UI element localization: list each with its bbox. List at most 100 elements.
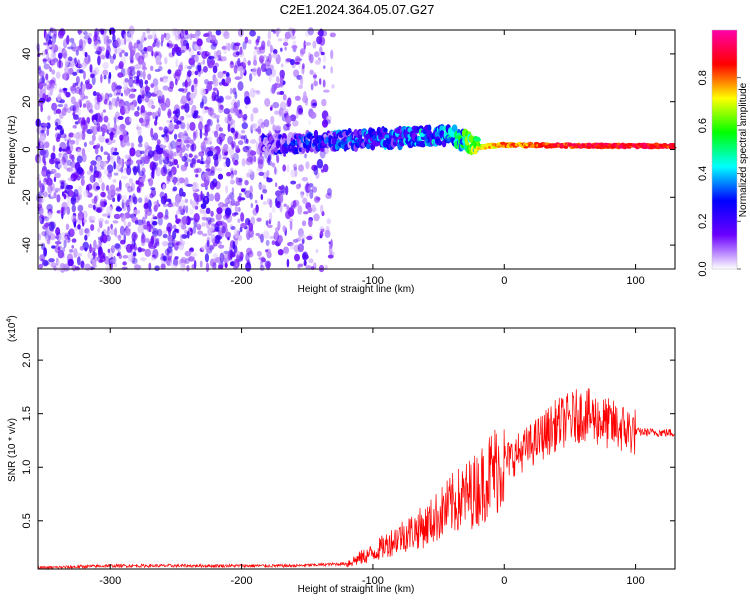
spectrogram-cell bbox=[242, 57, 247, 67]
spectrogram-cell bbox=[296, 104, 303, 115]
spectrogram-cell bbox=[285, 123, 292, 127]
spectrogram-cell bbox=[174, 228, 179, 233]
spectrogram-cell bbox=[252, 107, 259, 114]
snr-y-ticks: 0.5 1.0 1.5 2.0 bbox=[21, 352, 675, 528]
spectrogram-cell bbox=[123, 233, 127, 243]
spectrogram-cell bbox=[56, 60, 64, 69]
spectrogram-cell bbox=[303, 259, 307, 267]
spectrogram-cell bbox=[70, 161, 76, 169]
spectrogram-cell bbox=[245, 145, 252, 150]
spectrogram-cell bbox=[235, 250, 241, 260]
spectrogram-cell bbox=[181, 234, 188, 239]
spectrogram-cell bbox=[67, 177, 74, 182]
spectrogram-cell bbox=[108, 127, 115, 133]
spectrogram-cell bbox=[156, 228, 163, 237]
spectrogram-cell bbox=[292, 163, 298, 169]
spectrogram-cell bbox=[276, 155, 280, 164]
spectrogram-cell bbox=[274, 110, 280, 115]
spectrogram-cell bbox=[83, 31, 88, 36]
spectrogram-cell bbox=[97, 236, 101, 241]
spectrogram-cell bbox=[55, 122, 58, 127]
spectrogram-cell bbox=[110, 245, 116, 254]
spectrogram-x-ticks: -300 -200 -100 0 100 bbox=[99, 30, 645, 287]
spectrogram-cell bbox=[54, 241, 62, 245]
spectrogram-cell bbox=[94, 113, 98, 122]
spectrogram-cell bbox=[49, 233, 56, 241]
spectrogram-cell bbox=[225, 76, 232, 84]
spectrogram-cell bbox=[322, 79, 326, 88]
spectrogram-cell bbox=[101, 234, 108, 244]
spectrogram-cell bbox=[243, 134, 248, 145]
spectrogram-y-tick-label: -40 bbox=[21, 237, 33, 253]
spectrogram-cell bbox=[224, 198, 230, 204]
spectrogram-cell bbox=[89, 64, 93, 73]
spectrogram-cell bbox=[163, 32, 167, 38]
spectrogram-cell bbox=[221, 45, 227, 50]
spectrogram-cell bbox=[175, 214, 178, 220]
spectrogram-cell bbox=[154, 68, 161, 72]
spectrogram-cell bbox=[82, 103, 87, 108]
spectrogram-cell bbox=[153, 120, 158, 126]
spectrogram-cell bbox=[78, 69, 84, 74]
spectrogram-cell bbox=[184, 102, 190, 113]
spectrogram-cell bbox=[105, 184, 110, 192]
spectrogram-cell bbox=[74, 57, 77, 64]
spectrogram-cell bbox=[225, 185, 229, 194]
spectrogram-cell bbox=[180, 44, 188, 53]
spectrogram-cell bbox=[204, 140, 211, 145]
spectrogram-cell bbox=[182, 191, 186, 197]
spectrogram-cell bbox=[66, 159, 72, 167]
spectrogram-cell bbox=[249, 192, 253, 200]
spectrogram-cell bbox=[297, 205, 303, 215]
spectrogram-cell bbox=[185, 112, 189, 119]
spectrogram-cell bbox=[186, 183, 193, 187]
spectrogram-cell bbox=[143, 202, 149, 210]
spectrogram-cell bbox=[163, 133, 168, 140]
spectrogram-cell bbox=[68, 132, 74, 138]
spectrogram-cell bbox=[135, 159, 143, 165]
spectrogram-cell bbox=[227, 123, 231, 133]
spectrogram-cell bbox=[291, 44, 298, 50]
spectrogram-cell bbox=[174, 108, 181, 118]
spectrogram-cell bbox=[475, 136, 481, 142]
spectrogram-cell bbox=[59, 245, 62, 251]
spectrogram-cell bbox=[256, 250, 262, 257]
spectrogram-cell bbox=[69, 37, 75, 43]
spectrogram-cell bbox=[177, 133, 182, 139]
spectrogram-cell bbox=[66, 206, 71, 215]
spectrogram-cell bbox=[41, 82, 48, 87]
spectrogram-cell bbox=[328, 245, 333, 255]
spectrogram-cell bbox=[210, 210, 214, 217]
spectrogram-cell bbox=[51, 245, 56, 249]
spectrogram-cell bbox=[193, 168, 199, 174]
spectrogram-cell bbox=[58, 147, 63, 153]
spectrogram-cell bbox=[54, 126, 58, 131]
spectrogram-cell bbox=[80, 62, 87, 70]
snr-y-tick-label: 0.5 bbox=[21, 513, 33, 528]
spectrogram-cell bbox=[308, 219, 313, 228]
spectrogram-cell bbox=[214, 114, 220, 119]
spectrogram-cell bbox=[193, 77, 198, 85]
spectrogram-cell bbox=[298, 84, 303, 90]
spectrogram-cell bbox=[40, 105, 44, 113]
spectrogram-cell bbox=[427, 124, 432, 132]
spectrogram-cell bbox=[59, 141, 67, 150]
spectrogram-cell bbox=[201, 222, 206, 227]
spectrogram-cell bbox=[175, 46, 182, 53]
colorbar-tick-label: 0.2 bbox=[697, 214, 709, 229]
spectrogram-cell bbox=[181, 124, 185, 129]
spectrogram-cell bbox=[155, 167, 162, 177]
spectrogram-cell bbox=[106, 172, 113, 178]
spectrogram-cell bbox=[112, 53, 117, 60]
spectrogram-cell bbox=[156, 39, 161, 48]
spectrogram-cell bbox=[162, 255, 167, 262]
spectrogram-cell bbox=[38, 217, 42, 222]
spectrogram-cell bbox=[36, 176, 41, 181]
spectrogram-cell bbox=[258, 171, 265, 176]
spectrogram-cell bbox=[282, 41, 289, 47]
spectrogram-cell bbox=[100, 73, 103, 84]
spectrogram-cell bbox=[81, 147, 86, 157]
spectrogram-cell bbox=[308, 52, 311, 61]
spectrogram-cell bbox=[109, 131, 114, 141]
spectrogram-cell bbox=[150, 187, 156, 191]
